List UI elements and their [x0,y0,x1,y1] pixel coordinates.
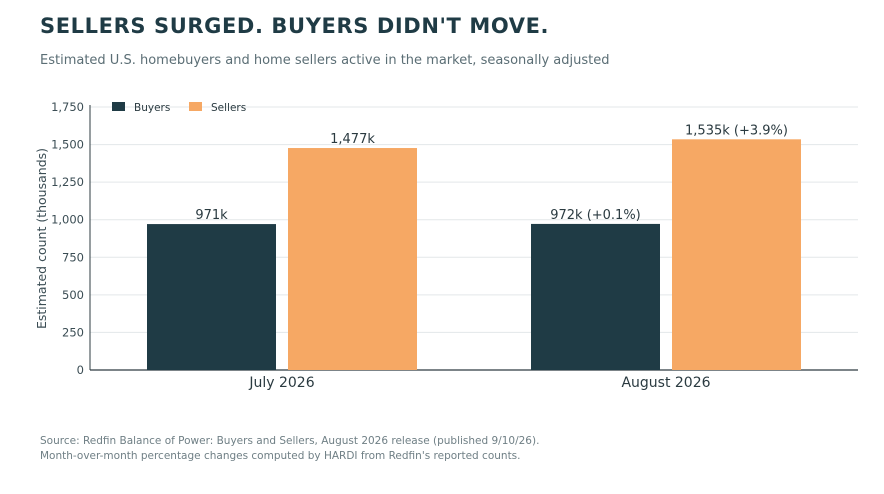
page-subtitle: Estimated U.S. homebuyers and home selle… [40,53,610,68]
y-tick-label: 1,500 [51,138,84,152]
y-tick-label: 0 [77,363,84,377]
legend-label-sellers: Sellers [211,102,246,114]
x-tick-label: August 2026 [621,375,710,391]
x-tick-label: July 2026 [248,375,314,391]
data-label: 971k [195,208,228,223]
y-tick-label: 1,000 [51,213,84,227]
legend-label-buyers: Buyers [134,102,170,114]
data-label: 1,477k [330,132,375,147]
y-tick-label: 250 [62,325,84,339]
y-tick-label: 750 [62,250,84,264]
method-note: Month-over-month percentage changes comp… [40,450,521,462]
bar-sellers-1 [288,148,417,370]
data-label: 972k (+0.1%) [550,208,641,223]
page-title: SELLERS SURGED. BUYERS DIDN'T MOVE. [40,14,550,38]
bar-sellers-2 [672,139,801,370]
y-tick-label: 1,250 [51,175,84,189]
legend-swatch-sellers [189,102,202,111]
y-tick-label: 500 [62,288,84,302]
data-label: 1,535k (+3.9%) [685,123,788,138]
bar-buyers-2 [531,223,660,370]
chart-footer: Source: Redfin Balance of Power: Buyers … [40,434,539,464]
bar-buyers-1 [147,224,276,370]
y-axis-label: Estimated count (thousands) [34,148,49,329]
y-tick-label: 1,750 [51,100,84,114]
source-note: Source: Redfin Balance of Power: Buyers … [40,435,540,447]
legend-swatch-buyers [112,102,125,111]
